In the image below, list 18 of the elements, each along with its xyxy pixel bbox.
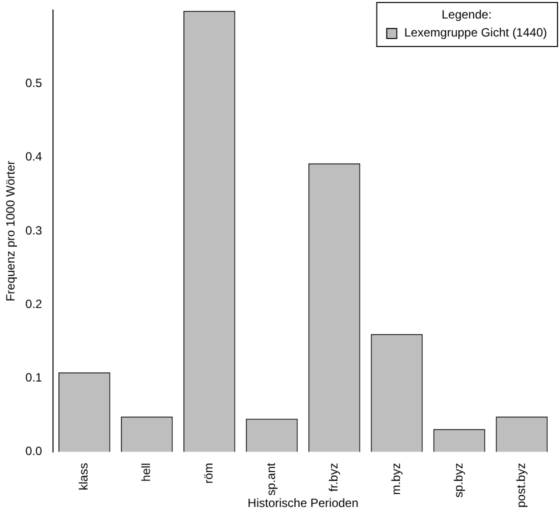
- x-tick-label: klass: [76, 462, 91, 490]
- x-tick-label: sp.byz: [452, 462, 466, 498]
- x-tick-label: röm: [202, 462, 216, 484]
- x-tick-label: hell: [139, 462, 154, 482]
- x-tick-label: sp.ant: [264, 462, 278, 496]
- y-tick-label: 0.1: [25, 370, 42, 385]
- x-axis-title: Historische Perioden: [248, 496, 358, 510]
- x-tick-label: fr.byz: [326, 462, 341, 492]
- x-tick-label: post.byz: [514, 462, 528, 508]
- legend-title: Legende:: [442, 7, 492, 22]
- x-tick-label: m.byz: [389, 462, 404, 495]
- y-tick-label: 0.2: [25, 296, 42, 311]
- y-axis-title: Frequenz pro 1000 Wörter: [4, 160, 18, 302]
- legend-label: Lexemgruppe Gicht (1440): [404, 25, 548, 40]
- y-tick-label: 0.0: [25, 444, 42, 458]
- y-tick-label: 0.3: [25, 223, 42, 238]
- y-tick-label: 0.5: [25, 76, 42, 90]
- y-tick-label: 0.4: [25, 150, 42, 164]
